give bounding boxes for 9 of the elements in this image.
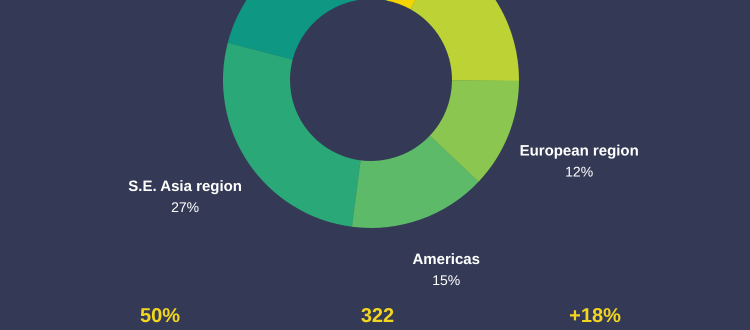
text: +18% — [569, 305, 622, 327]
text: 50% — [140, 305, 180, 327]
data-label: 15% — [432, 272, 460, 288]
data-label: 27% — [171, 199, 200, 216]
text: 322 — [360, 305, 394, 327]
slice-label: Americas — [412, 250, 480, 268]
slice-label: European region — [520, 142, 639, 160]
slice-label: S.E. Asia region — [128, 178, 242, 196]
data-label: 12% — [565, 164, 594, 180]
